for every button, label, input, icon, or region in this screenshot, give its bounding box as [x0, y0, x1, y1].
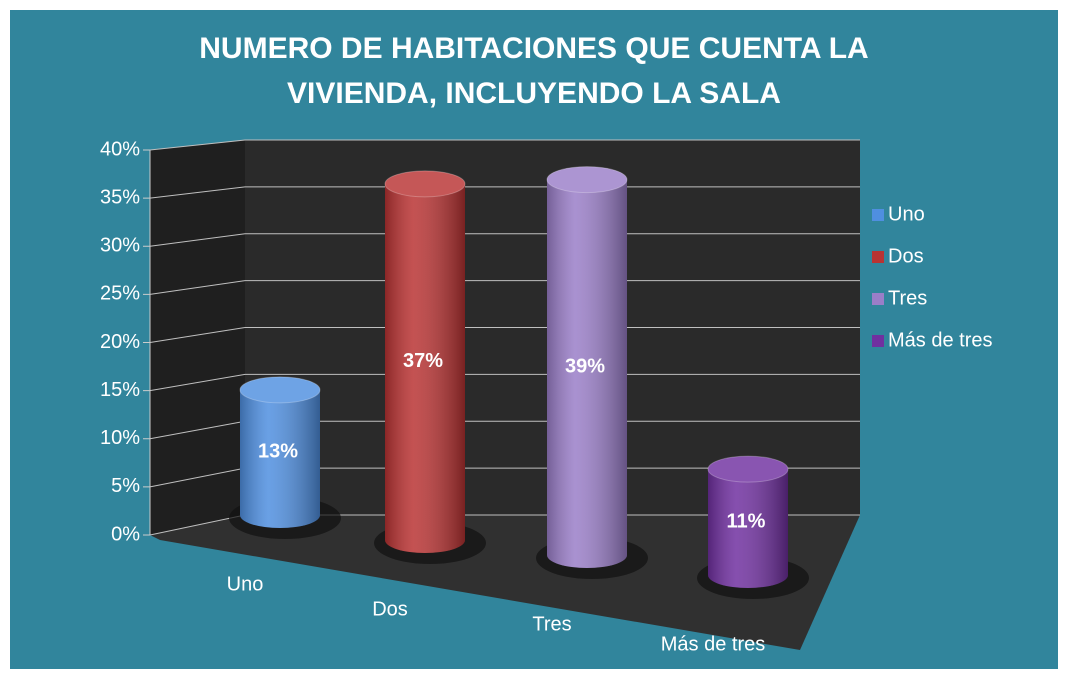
side-wall — [150, 140, 245, 535]
bar-top-highlight — [547, 166, 627, 193]
bar-top — [546, 166, 628, 194]
bar-shading — [547, 179, 627, 568]
y-tick-label: 0% — [111, 523, 140, 545]
y-tick-label: 15% — [100, 379, 140, 401]
x-tick-label: Uno — [227, 573, 264, 595]
grid-line — [149, 139, 860, 151]
bar-top — [384, 170, 466, 198]
bar — [239, 376, 321, 528]
bar-shading — [240, 389, 320, 528]
bar — [384, 170, 466, 553]
y-tick-label: 20% — [100, 331, 140, 353]
bar-top — [707, 455, 789, 483]
x-tick-label: Dos — [372, 598, 408, 620]
value-label: 13% — [258, 441, 298, 463]
grid-line — [149, 233, 860, 247]
value-label: 37% — [403, 350, 443, 372]
y-tick-label: 40% — [100, 138, 140, 160]
legend-label: Uno — [888, 203, 925, 225]
legend-label: Dos — [888, 245, 924, 267]
legend-swatch — [872, 293, 884, 305]
grid-line — [149, 327, 860, 343]
y-tick-label: 10% — [100, 427, 140, 449]
value-label: 39% — [565, 356, 605, 378]
chart-title: NUMERO DE HABITACIONES QUE CUENTA LA VIV… — [199, 32, 869, 110]
y-tick-label: 35% — [100, 186, 140, 208]
grid-line — [149, 280, 860, 295]
bar-top-highlight — [385, 170, 465, 197]
bar — [707, 455, 789, 588]
legend-label: Más de tres — [888, 329, 992, 351]
bar-shading — [708, 469, 788, 588]
value-label: 11% — [727, 510, 766, 532]
floor — [150, 515, 860, 650]
x-tick-label: Más de tres — [661, 633, 765, 655]
y-tick-label: 25% — [100, 283, 140, 305]
x-tick-label: Tres — [532, 613, 571, 635]
grid-line — [149, 186, 860, 199]
legend-swatch — [872, 209, 884, 221]
bar-shading — [385, 183, 465, 553]
legend-swatch — [872, 251, 884, 263]
legend-label: Tres — [888, 287, 927, 309]
bar-top-highlight — [240, 376, 320, 403]
y-tick-label: 5% — [111, 475, 140, 497]
bar-top-highlight — [708, 456, 788, 483]
grid-line — [149, 373, 860, 392]
legend-swatch — [872, 335, 884, 347]
y-tick-label: 30% — [100, 235, 140, 257]
bar-top — [239, 376, 321, 404]
bar — [546, 166, 628, 568]
